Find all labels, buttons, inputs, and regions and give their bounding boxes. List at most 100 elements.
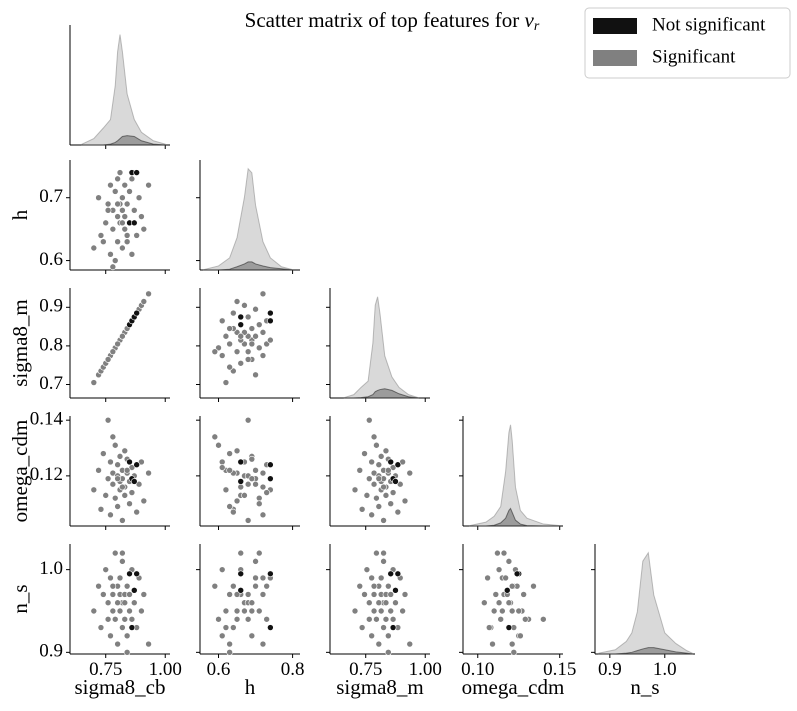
scatter-point xyxy=(385,649,392,656)
legend-swatch xyxy=(593,50,637,66)
scatter-point xyxy=(128,624,136,631)
scatter-point xyxy=(119,332,126,340)
scatter-point xyxy=(218,352,226,359)
scatter-point xyxy=(123,632,131,640)
scatter-point xyxy=(363,492,371,499)
scatter-point xyxy=(387,570,395,578)
scatter-point xyxy=(100,238,107,246)
y-tick-label: 0.14 xyxy=(30,409,64,430)
scatter-point xyxy=(255,500,263,508)
scatter-point xyxy=(255,494,263,502)
scatter-point xyxy=(133,232,140,239)
y-axis-label: h xyxy=(8,209,32,220)
scatter-point xyxy=(392,587,399,594)
scatter-point xyxy=(111,615,119,623)
scatter-point xyxy=(237,332,245,340)
kde-area xyxy=(469,507,560,527)
scatter-point xyxy=(233,298,241,305)
scatter-point xyxy=(226,450,233,457)
scatter-point xyxy=(248,607,256,615)
scatter-point xyxy=(494,549,501,557)
scatter-point xyxy=(380,483,387,491)
scatter-point xyxy=(107,574,114,582)
scatter-point xyxy=(233,497,241,505)
scatter-point xyxy=(97,505,105,513)
scatter-point xyxy=(259,469,267,477)
x-axis-label: sigma8_m xyxy=(336,675,424,699)
scatter-point xyxy=(259,352,267,359)
scatter-point xyxy=(126,570,133,578)
scatter-point xyxy=(370,591,378,598)
scatter-point xyxy=(107,250,114,258)
scatter-point xyxy=(368,511,375,519)
scatter-point xyxy=(114,175,121,183)
scatter-point xyxy=(114,599,121,607)
scatter-point xyxy=(252,467,259,474)
scatter-point xyxy=(130,587,138,594)
scatter-point xyxy=(104,200,112,208)
scatter-point xyxy=(370,582,378,590)
kde-area xyxy=(598,551,693,655)
scatter-point xyxy=(368,458,375,466)
scatter-point xyxy=(365,615,373,623)
scatter-point xyxy=(145,469,152,477)
scatter-point xyxy=(233,615,241,623)
scatter-point xyxy=(226,363,233,371)
scatter-point xyxy=(121,599,129,607)
scatter-point xyxy=(244,416,252,424)
scatter-point xyxy=(267,317,274,325)
scatter-point xyxy=(230,508,237,516)
scatter-point xyxy=(230,309,237,317)
scatter-point xyxy=(133,309,140,317)
scatter-point xyxy=(237,483,245,491)
scatter-point xyxy=(107,632,114,640)
scatter-point xyxy=(365,416,373,424)
scatter-point xyxy=(252,558,259,565)
scatter-point xyxy=(121,225,129,233)
kde-area xyxy=(598,647,693,655)
scatter-point xyxy=(267,475,274,482)
scatter-point xyxy=(123,238,131,246)
scatter-point xyxy=(505,624,513,631)
x-tick-label: 0.75 xyxy=(89,659,122,680)
scatter-point xyxy=(387,500,395,508)
scatter-point xyxy=(380,624,387,631)
scatter-point xyxy=(109,591,117,598)
scatter-point xyxy=(389,615,397,623)
scatter-point xyxy=(123,200,131,208)
x-tick-label: 0.15 xyxy=(543,659,576,680)
scatter-point xyxy=(387,458,395,466)
x-axis-label: sigma8_cb xyxy=(75,675,166,699)
scatter-point xyxy=(126,458,133,466)
scatter-point xyxy=(401,591,409,598)
scatter-point xyxy=(406,640,414,648)
scatter-point xyxy=(138,607,145,615)
scatter-point xyxy=(530,582,537,590)
scatter-point xyxy=(375,503,383,510)
x-tick-label: 1.0 xyxy=(653,659,677,680)
scatter-point xyxy=(248,475,256,482)
scatter-point xyxy=(375,475,383,482)
scatter-point xyxy=(508,582,516,590)
kde-area xyxy=(81,135,166,146)
scatter-point xyxy=(119,206,126,214)
x-tick-label: 0.6 xyxy=(207,659,231,680)
scatter-point xyxy=(237,458,245,466)
scatter-point xyxy=(267,336,274,344)
scatter-point xyxy=(211,433,219,441)
scatter-point xyxy=(244,348,252,355)
scatter-point xyxy=(90,486,98,494)
scatter-point xyxy=(259,640,267,648)
scatter-point xyxy=(502,574,509,582)
scatter-point xyxy=(259,591,267,598)
scatter-point xyxy=(119,624,126,631)
scatter-point xyxy=(128,489,136,496)
scatter-point xyxy=(241,607,248,615)
kde-area xyxy=(344,388,419,399)
title-symbol: v xyxy=(525,8,535,32)
legend-label: Not significant xyxy=(652,14,766,35)
scatter-point xyxy=(126,591,133,598)
scatter-point xyxy=(114,238,121,246)
scatter-point xyxy=(267,570,274,578)
scatter-point xyxy=(406,469,414,477)
